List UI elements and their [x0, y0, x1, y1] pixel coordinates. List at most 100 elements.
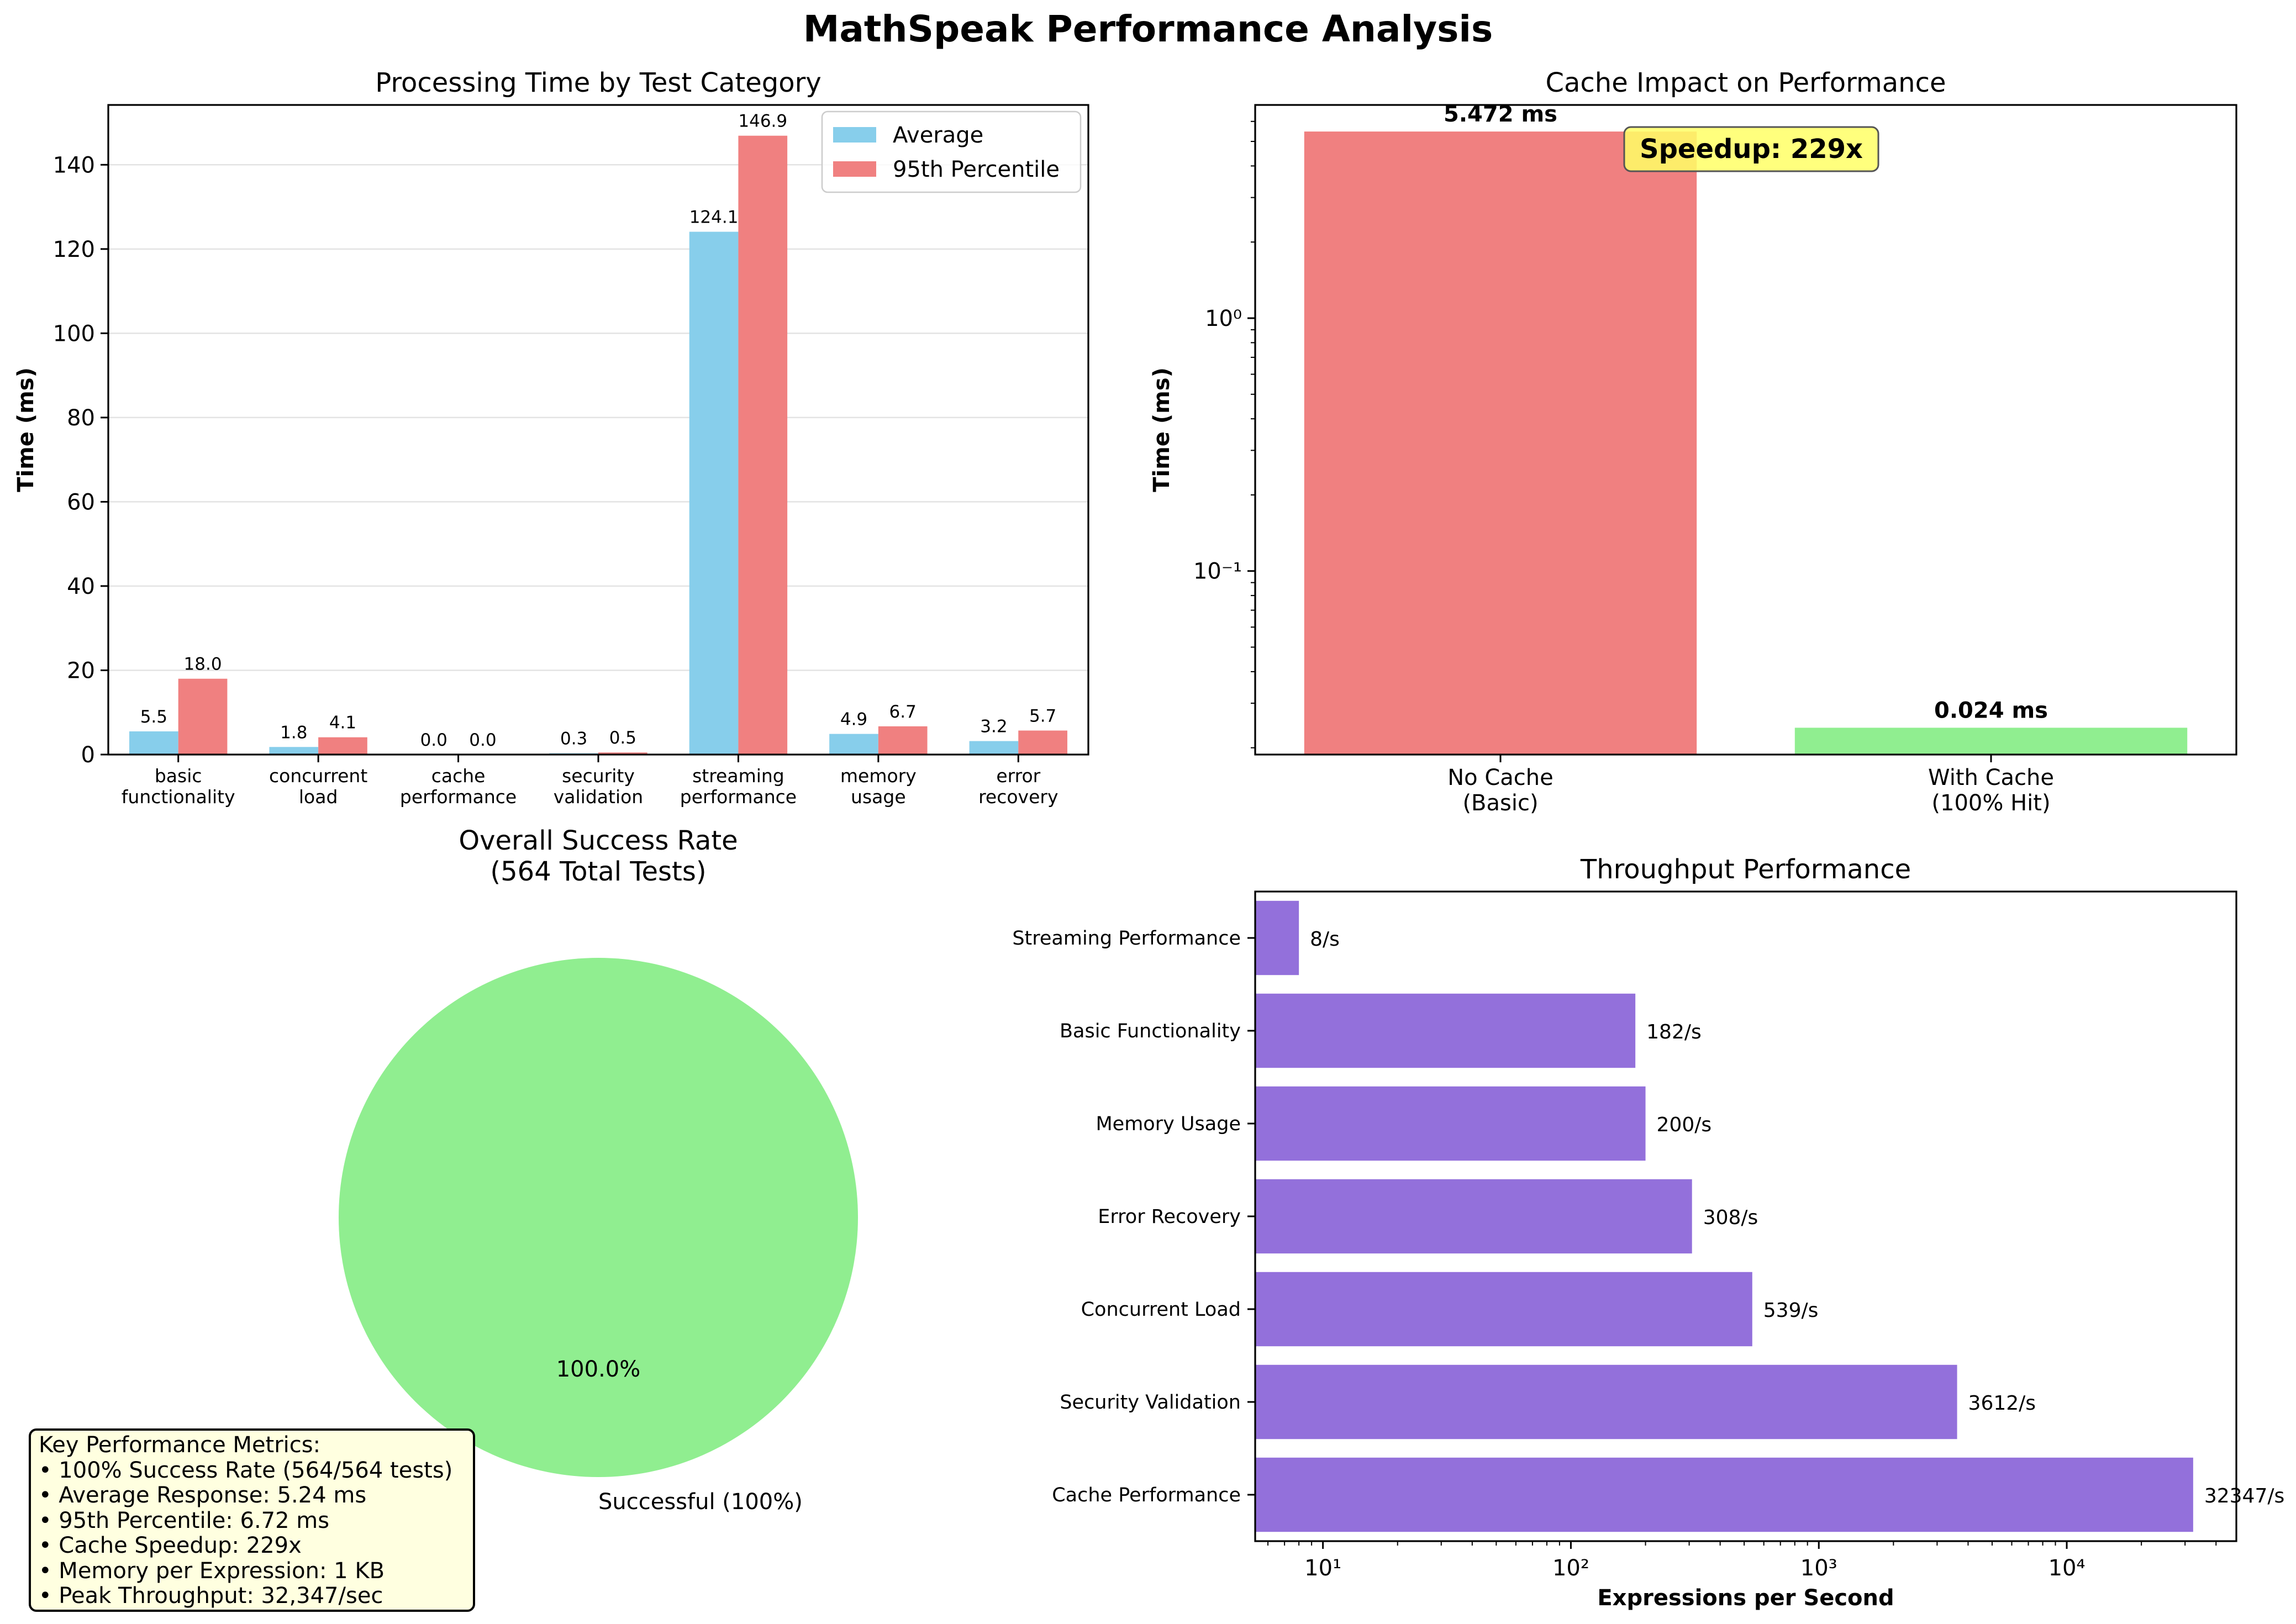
pie-pct-label: 100.0% — [556, 1357, 641, 1382]
x-tick-label: 10⁴ — [2049, 1556, 2086, 1581]
y-tick-label: Security Validation — [1060, 1391, 1241, 1414]
success-rate-pie-chart: 100.0% Successful (100%) Overall Success R… — [339, 825, 858, 1515]
bar-average — [829, 734, 878, 755]
throughput-chart: 8/s 182/s 200/s 308/s 539/s 3612/s 32347/s 10¹ 1… — [1012, 854, 2284, 1611]
y-tick-label: 120 — [53, 237, 95, 262]
x-tick-label: usage — [851, 786, 906, 808]
plot-frame — [1254, 104, 2237, 756]
x-tick-label: No Cache — [1447, 765, 1554, 790]
x-tick-label: error — [996, 765, 1040, 787]
data-label: 200/s — [1657, 1114, 1712, 1136]
bar — [1255, 1179, 1692, 1254]
data-label: 0.3 — [560, 729, 587, 749]
x-tick-label: load — [299, 786, 338, 808]
data-label: 6.7 — [889, 702, 917, 722]
y-tick-label: 60 — [67, 489, 95, 515]
key-metrics-box: Key Performance Metrics: • 100% Success … — [29, 1428, 475, 1612]
metrics-line: Key Performance Metrics: — [39, 1432, 321, 1458]
x-tick-label: functionality — [122, 786, 235, 808]
bar — [1794, 727, 2188, 755]
bar-p95 — [318, 737, 367, 755]
data-label: 182/s — [1646, 1021, 1702, 1043]
chart-title: Cache Impact on Performance — [1545, 67, 1946, 98]
x-tick-label: validation — [554, 786, 643, 808]
legend-label: Average — [893, 123, 983, 148]
bar-p95 — [738, 135, 788, 755]
data-label: 5.472 ms — [1444, 102, 1557, 127]
speedup-annotation: Speedup: 229x — [1640, 134, 1863, 165]
data-label: 0.0 — [420, 730, 447, 750]
x-axis-label: Expressions per Second — [1597, 1585, 1894, 1611]
x-tick-label: (100% Hit) — [1931, 790, 2050, 816]
legend-label: 95th Percentile — [893, 157, 1060, 182]
bar-p95 — [598, 752, 647, 755]
y-axis-label: Time (ms) — [1149, 367, 1175, 492]
bar — [1255, 993, 1636, 1068]
pie-slice-label: Successful (100%) — [598, 1489, 803, 1515]
metrics-line: • Cache Speedup: 229x — [39, 1533, 302, 1558]
data-label: 124.1 — [689, 208, 739, 228]
bar-average — [129, 731, 178, 755]
metrics-line: • Peak Throughput: 32,347/sec — [39, 1583, 383, 1609]
pie-slice — [339, 958, 858, 1477]
data-label: 146.9 — [738, 112, 787, 131]
data-label: 18.0 — [184, 655, 222, 674]
metrics-line: • Memory per Expression: 1 KB — [39, 1558, 385, 1584]
y-tick-label: Memory Usage — [1096, 1113, 1241, 1135]
data-label: 0.0 — [469, 730, 496, 750]
data-label: 8/s — [1310, 928, 1340, 951]
data-label: 5.5 — [140, 707, 167, 727]
bar-average — [269, 747, 319, 755]
y-tick-label: 140 — [53, 152, 95, 178]
x-tick-label: concurrent — [269, 765, 367, 787]
metrics-line: • Average Response: 5.24 ms — [39, 1483, 367, 1508]
cache-impact-chart: 5.472 ms 0.024 ms 10⁰ 10⁻¹ No Cache(Basic) Wi… — [1149, 67, 2237, 816]
bar-average — [689, 231, 739, 755]
bar-p95 — [878, 726, 928, 755]
data-label: 539/s — [1763, 1299, 1819, 1322]
y-tick-label: Concurrent Load — [1081, 1299, 1241, 1321]
x-tick-label: 10³ — [1800, 1556, 1837, 1581]
x-tick-label: memory — [840, 765, 917, 787]
x-tick-label: With Cache — [1928, 765, 2054, 790]
legend-box — [821, 110, 1082, 193]
bar — [1255, 1086, 1646, 1161]
data-label: 1.8 — [280, 723, 307, 742]
speedup-annotation-box — [1623, 126, 1879, 172]
x-tick-label: performance — [400, 786, 517, 808]
chart-title: Throughput Performance — [1580, 854, 1911, 885]
data-label: 5.7 — [1029, 706, 1056, 726]
data-label: 0.5 — [609, 728, 636, 748]
bar — [1255, 1364, 1957, 1440]
metrics-line: • 95th Percentile: 6.72 ms — [39, 1507, 330, 1533]
y-tick-label: 20 — [67, 658, 95, 683]
bar — [1304, 131, 1697, 755]
legend-swatch — [833, 161, 876, 177]
y-tick-label: 40 — [67, 574, 95, 599]
x-tick-label: security — [562, 765, 635, 787]
x-tick-label: cache — [431, 765, 486, 787]
x-tick-label: basic — [155, 765, 202, 787]
chart-title: Overall Success Rate — [459, 825, 738, 856]
bar-p95 — [1018, 730, 1067, 755]
bar-average — [969, 741, 1019, 755]
bar — [1255, 1457, 2193, 1532]
y-tick-label: 100 — [53, 321, 95, 346]
data-label: 0.024 ms — [1934, 698, 2048, 723]
y-tick-label: 10⁻¹ — [1193, 559, 1242, 584]
data-label: 308/s — [1703, 1206, 1758, 1229]
chart-title: Processing Time by Test Category — [375, 67, 821, 98]
data-label: 3.2 — [980, 717, 1007, 737]
y-tick-label: Error Recovery — [1098, 1206, 1241, 1228]
x-tick-label: (Basic) — [1462, 790, 1538, 816]
plot-frame — [107, 104, 1089, 756]
y-tick-label: Streaming Performance — [1012, 927, 1241, 950]
x-tick-label: 10² — [1552, 1556, 1589, 1581]
chart-title: (564 Total Tests) — [490, 856, 706, 887]
figure-title: MathSpeak Performance Analysis — [803, 8, 1493, 50]
x-tick-label: recovery — [978, 786, 1058, 808]
legend-swatch — [833, 127, 876, 143]
x-tick-label: 10¹ — [1304, 1556, 1341, 1581]
y-tick-label: 0 — [81, 742, 95, 768]
data-label: 32347/s — [2204, 1485, 2284, 1507]
